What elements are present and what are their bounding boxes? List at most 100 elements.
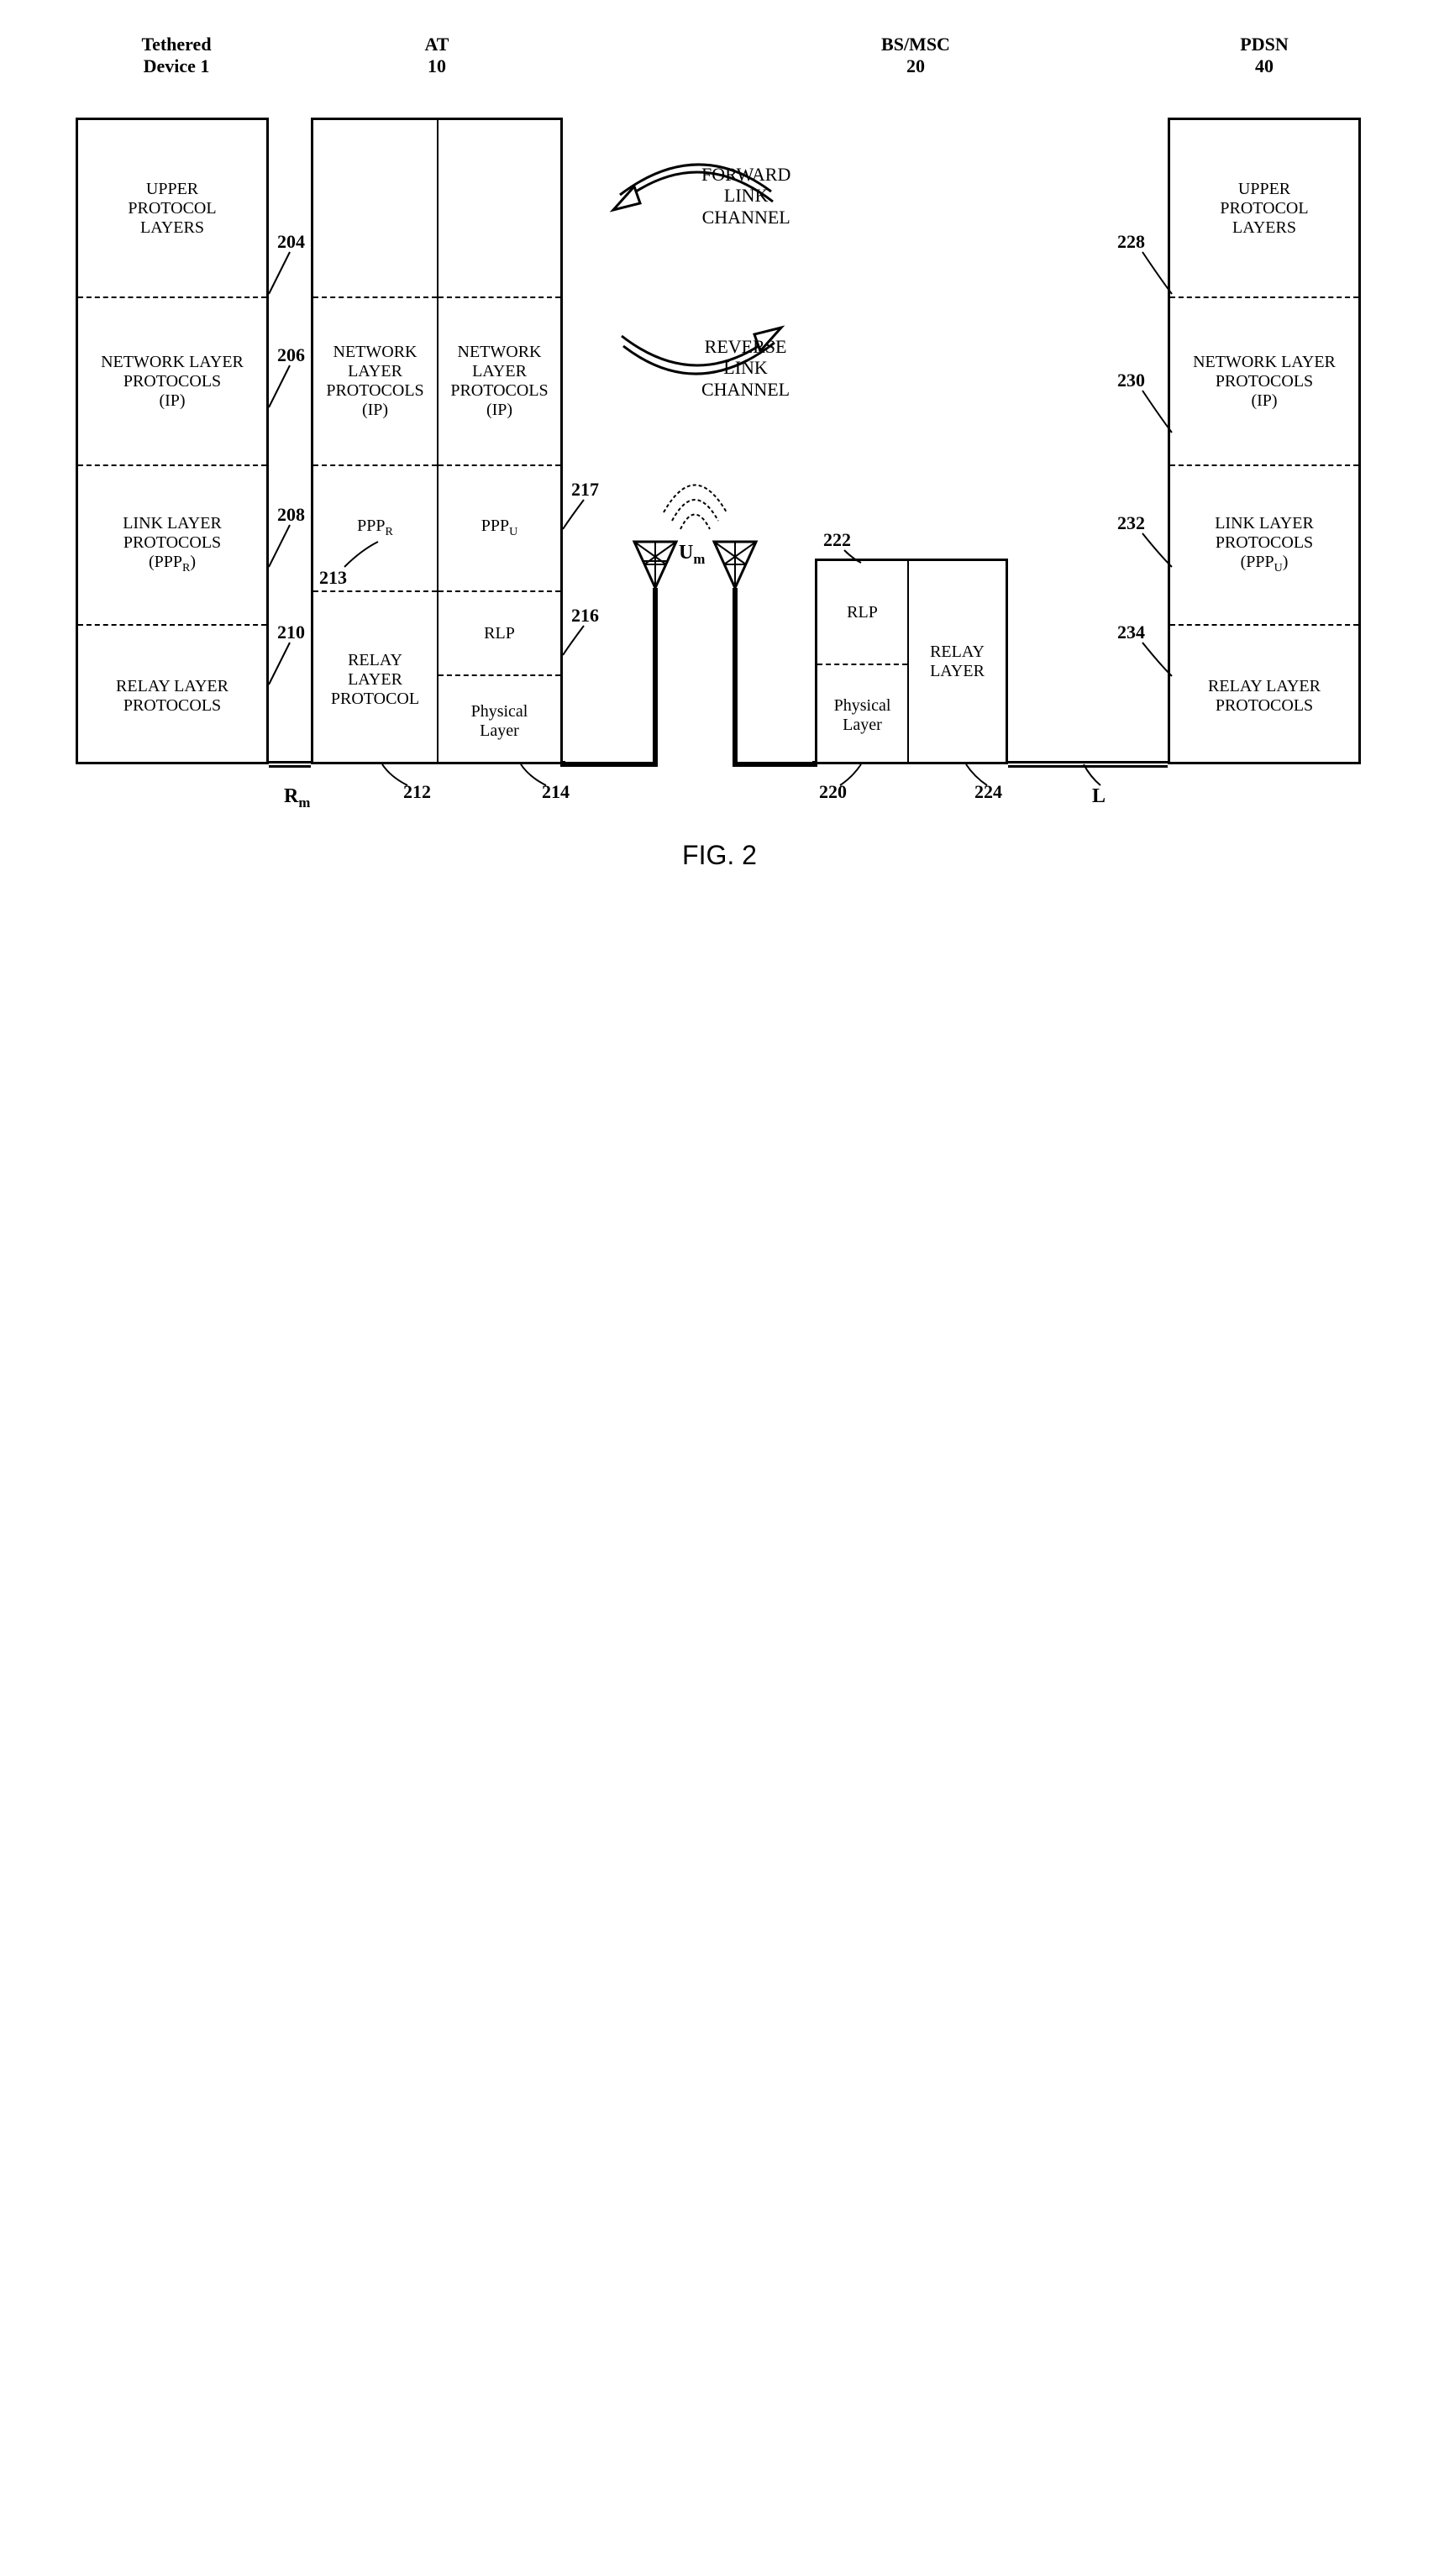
t: FORWARD <box>701 164 790 185</box>
t: PPPU <box>481 517 518 539</box>
t: LINK <box>723 357 768 378</box>
bsmsc-phy: Physical Layer <box>817 664 907 766</box>
bsmsc-rlp: RLP <box>817 561 907 664</box>
ref-217: 217 <box>571 479 599 501</box>
t: CHANNEL <box>701 379 790 400</box>
at-right-col: NETWORK LAYER PROTOCOLS (IP) PPPU RLP Ph… <box>437 120 560 762</box>
lead-208 <box>269 525 311 575</box>
lead-217 <box>563 500 596 533</box>
at-left-empty <box>313 120 437 296</box>
t: PROTOCOLS <box>1216 533 1313 553</box>
t: (IP) <box>1251 391 1277 411</box>
tethered-upper: UPPER PROTOCOL LAYERS <box>78 120 266 296</box>
figure-caption: FIG. 2 <box>34 840 1405 871</box>
t: UPPER <box>1238 180 1290 199</box>
stack-at: NETWORK LAYER PROTOCOLS (IP) PPPR RELAY … <box>311 118 563 764</box>
lead-224 <box>966 764 1000 790</box>
t: LAYER <box>348 670 402 690</box>
t: NETWORK <box>333 343 418 362</box>
figure-wrapper: Tethered Device 1 AT 10 BS/MSC 20 PDSN 4… <box>34 34 1405 871</box>
lead-212 <box>382 764 416 790</box>
lead-232 <box>1134 533 1176 575</box>
header-at-l1: AT <box>425 34 449 55</box>
t: LINK <box>724 185 769 206</box>
lead-213 <box>344 542 386 571</box>
lead-204 <box>269 252 311 302</box>
tethered-link: LINK LAYER PROTOCOLS (PPPR) <box>78 464 266 624</box>
t: (IP) <box>486 401 512 420</box>
lead-230 <box>1134 391 1176 441</box>
t: PROTOCOL <box>1220 199 1308 218</box>
header-bsmsc-l2: 20 <box>906 55 925 76</box>
at-left-network: NETWORK LAYER PROTOCOLS (IP) <box>313 296 437 464</box>
t: PROTOCOLS <box>1216 372 1313 391</box>
ref-216: 216 <box>571 605 599 627</box>
interface-rm: Rm <box>284 785 310 811</box>
ref-230: 230 <box>1117 370 1145 391</box>
stack-bsmsc: RLP Physical Layer RELAY LAYER <box>815 559 1008 764</box>
t: Layer <box>843 716 882 735</box>
lead-216 <box>563 626 596 659</box>
t: RELAY LAYER <box>116 677 228 696</box>
header-tethered: Tethered Device 1 <box>126 34 227 77</box>
lead-228 <box>1134 252 1176 302</box>
t: RLP <box>847 603 878 622</box>
t: PROTOCOLS <box>1216 696 1313 716</box>
lead-220 <box>840 764 874 790</box>
t: PROTOCOLS <box>123 533 221 553</box>
t: (PPPR) <box>149 553 196 575</box>
t: PROTOCOLS <box>450 381 548 401</box>
tethered-network: NETWORK LAYER PROTOCOLS (IP) <box>78 296 266 464</box>
bsmsc-left-col: RLP Physical Layer <box>817 561 907 762</box>
t: (PPPU) <box>1241 553 1289 575</box>
ref-210: 210 <box>277 622 305 643</box>
pdsn-upper: UPPER PROTOCOL LAYERS <box>1170 120 1358 296</box>
t: LINK LAYER <box>123 514 222 533</box>
at-right-phy: Physical Layer <box>439 674 560 767</box>
ref-228: 228 <box>1117 231 1145 253</box>
t: RLP <box>484 624 515 643</box>
at-right-ppp: PPPU <box>439 464 560 590</box>
at-left-relay: RELAY LAYER PROTOCOL <box>313 590 437 767</box>
ref-222: 222 <box>823 529 851 551</box>
t: UPPER <box>146 180 198 199</box>
stack-pdsn: UPPER PROTOCOL LAYERS NETWORK LAYER PROT… <box>1168 118 1361 764</box>
t: LINK LAYER <box>1215 514 1314 533</box>
ref-232: 232 <box>1117 512 1145 534</box>
interface-um: Um <box>679 542 705 568</box>
at-right-rlp: RLP <box>439 590 560 674</box>
lead-206 <box>269 365 311 416</box>
t: PROTOCOLS <box>123 372 221 391</box>
antenna-svg <box>563 445 815 781</box>
at-right-network: NETWORK LAYER PROTOCOLS (IP) <box>439 296 560 464</box>
header-pdsn-l1: PDSN <box>1240 34 1288 55</box>
header-bsmsc-l1: BS/MSC <box>881 34 950 55</box>
lead-234 <box>1134 643 1176 685</box>
at-right-empty <box>439 120 560 296</box>
t: (IP) <box>362 401 388 420</box>
t: Physical <box>834 696 891 716</box>
diagram-area: UPPER PROTOCOL LAYERS NETWORK LAYER PROT… <box>34 84 1405 806</box>
ref-208: 208 <box>277 504 305 526</box>
t: PPPR <box>357 517 393 539</box>
pdsn-relay: RELAY LAYER PROTOCOLS <box>1170 624 1358 767</box>
forward-link-text: FORWARD LINK CHANNEL <box>701 164 790 228</box>
t: PROTOCOL <box>128 199 216 218</box>
t: PROTOCOL <box>331 690 419 709</box>
header-tethered-l1: Tethered <box>141 34 211 55</box>
bsmsc-relay: RELAY LAYER <box>907 561 1006 762</box>
t: Physical <box>471 702 528 721</box>
ref-213: 213 <box>319 567 347 589</box>
header-row: Tethered Device 1 AT 10 BS/MSC 20 PDSN 4… <box>34 34 1405 84</box>
lead-l <box>1084 764 1109 790</box>
t: LAYERS <box>140 218 204 238</box>
header-pdsn-l2: 40 <box>1255 55 1274 76</box>
lead-210 <box>269 643 311 693</box>
t: REVERSE <box>705 336 787 357</box>
ref-234: 234 <box>1117 622 1145 643</box>
reverse-link-text: REVERSE LINK CHANNEL <box>701 336 790 400</box>
header-at: AT 10 <box>412 34 462 77</box>
lead-222 <box>836 550 869 567</box>
t: RELAY <box>348 651 402 670</box>
tethered-relay: RELAY LAYER PROTOCOLS <box>78 624 266 767</box>
